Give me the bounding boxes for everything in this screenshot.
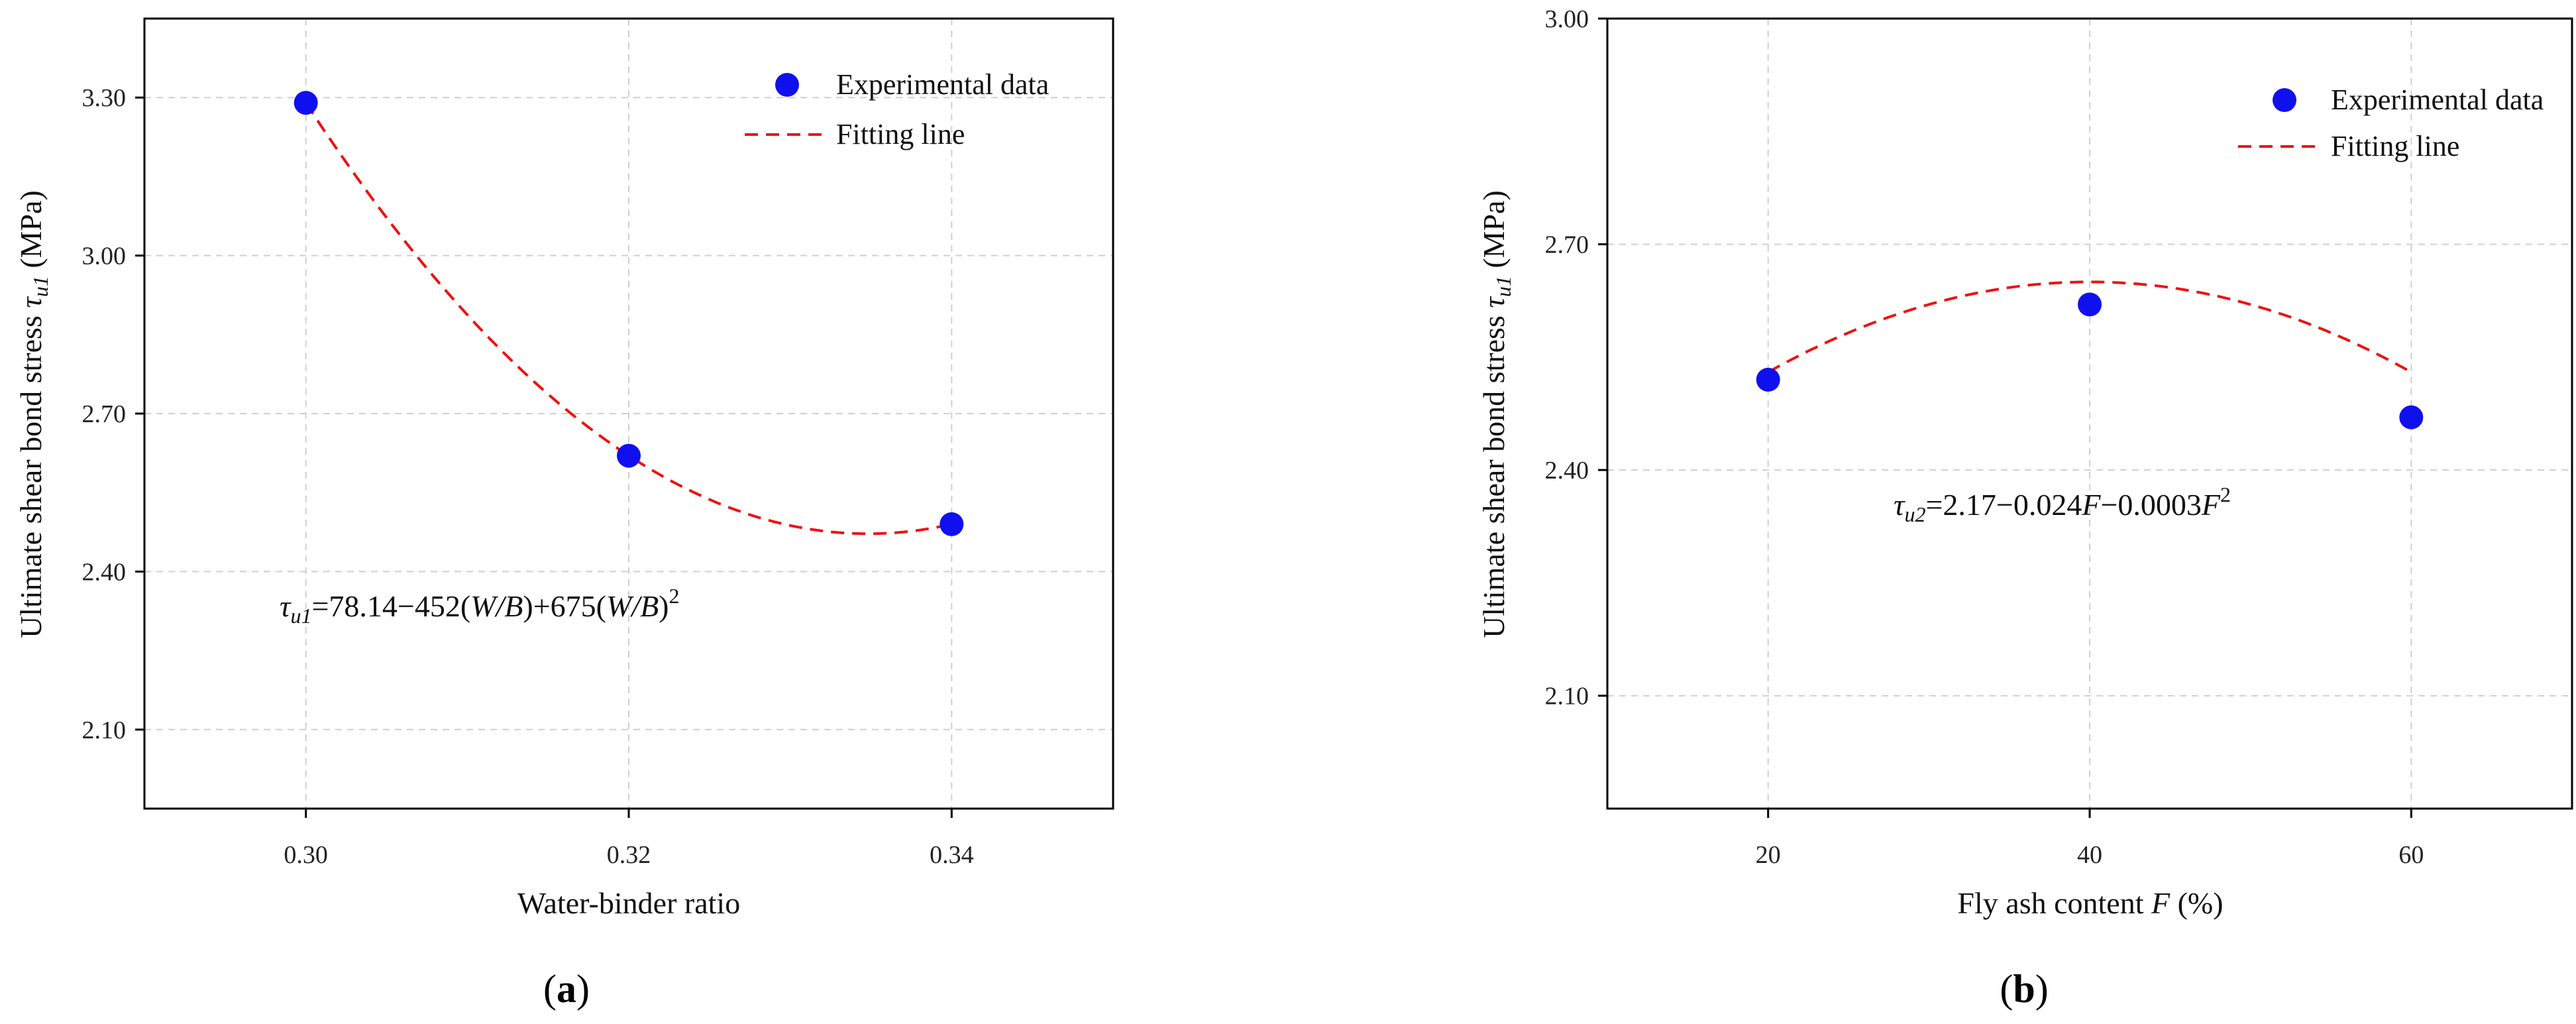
legend-marker-points-b: [2273, 88, 2296, 112]
equation-a: τu1=78.14−452(W/B)+675(W/B)2: [280, 584, 680, 628]
equation-a-symbol: τ: [280, 589, 292, 623]
x-axis-label-b: Fly ash content F (%): [1957, 886, 2223, 920]
panel-label-b-open: (: [2000, 967, 2013, 1011]
x-ticks-a: 0.30 0.32 0.34: [284, 809, 974, 869]
panel-label-b-close: ): [2035, 967, 2049, 1011]
equation-b-var-1: F: [2081, 488, 2101, 522]
y-axis-label-b: Ultimate shear bond stress τu1 (MPa): [1477, 190, 1515, 638]
panel-label-b: (b): [2000, 967, 2048, 1011]
x-tick-label-a-1: 0.30: [284, 841, 328, 869]
data-points-a: [294, 91, 964, 536]
y-tick-label-b-2: 2.40: [1545, 457, 1589, 484]
equation-b-symbol: τ: [1894, 488, 1905, 522]
x-tick-label-b-1: 20: [1756, 841, 1781, 869]
y-axis-label-a-subscript: u1: [28, 276, 52, 297]
data-point-a-3: [939, 512, 964, 536]
equation-a-part-2: )+675(: [523, 589, 606, 623]
y-tick-label-a-3: 2.70: [82, 400, 127, 428]
equation-b-subscript: u2: [1904, 502, 1925, 526]
equation-a-part-1: =78.14−452(: [311, 589, 470, 623]
data-point-b-1: [1756, 367, 1780, 392]
legend-label-fit-b: Fitting line: [2331, 130, 2459, 162]
x-tick-label-a-2: 0.32: [607, 841, 651, 869]
data-point-a-2: [617, 443, 641, 468]
legend-a: Experimental data Fitting line: [745, 68, 1049, 150]
y-axis-label-a-symbol: τ: [14, 296, 48, 308]
x-tick-label-b-3: 60: [2398, 841, 2424, 869]
y-axis-label-b-subscript: u1: [1491, 276, 1515, 297]
legend-label-fit-a: Fitting line: [836, 118, 965, 150]
equation-b-var-2: F: [2201, 488, 2221, 522]
equation-a-part-3: ): [659, 589, 669, 623]
equation-b: τu2=2.17−0.024F−0.0003F2: [1894, 483, 2231, 526]
panel-label-a-letter: a: [557, 967, 576, 1011]
y-axis-label-b-unit: (MPa): [1477, 190, 1511, 276]
y-tick-label-a-2: 2.40: [82, 558, 127, 586]
x-ticks-b: 20 40 60: [1756, 809, 2424, 869]
equation-a-var-2: W/B: [606, 589, 659, 623]
equation-a-exponent: 2: [669, 584, 680, 608]
legend-marker-points-a: [775, 73, 799, 97]
y-tick-label-a-5: 3.30: [82, 84, 127, 112]
y-axis-label-a-text: Ultimate shear bond stress: [14, 308, 48, 638]
equation-b-exponent: 2: [2220, 483, 2231, 506]
legend-label-points-b: Experimental data: [2331, 84, 2544, 116]
x-axis-label-b-text: Fly ash content: [1957, 886, 2151, 920]
data-point-b-2: [2078, 292, 2102, 317]
data-points-b: [1756, 292, 2424, 429]
y-axis-label-a-unit: (MPa): [14, 190, 48, 276]
y-ticks-a: 2.10 2.40 2.70 3.00 3.30: [82, 84, 144, 744]
y-tick-label-a-4: 3.00: [82, 243, 127, 270]
x-axis-label-a: Water-binder ratio: [517, 886, 740, 920]
panel-label-a: (a): [543, 967, 590, 1011]
y-axis-label-b-text: Ultimate shear bond stress: [1477, 308, 1511, 638]
equation-a-var-1: W/B: [470, 589, 523, 623]
legend-label-points-a: Experimental data: [836, 68, 1049, 101]
x-tick-label-b-2: 40: [2077, 841, 2102, 869]
fit-line-b-group: [1767, 280, 2412, 374]
chart-panel-a: 2.10 2.40 2.70 3.00 3.30 0.30 0.32 0.34 …: [14, 17, 1114, 1011]
grid-a: [144, 19, 1113, 809]
y-tick-label-b-1: 2.10: [1545, 683, 1589, 711]
panel-label-a-close: ): [576, 967, 590, 1011]
y-axis-label-a: Ultimate shear bond stress τu1 (MPa): [14, 190, 52, 638]
equation-a-subscript: u1: [290, 604, 311, 628]
equation-b-part-1: =2.17−0.024: [1925, 488, 2082, 522]
fit-line-b: [1767, 280, 2412, 374]
y-axis-label-b-symbol: τ: [1477, 296, 1511, 308]
data-point-b-3: [2399, 405, 2424, 429]
y-tick-label-b-4: 3.00: [1545, 5, 1589, 33]
x-tick-label-a-3: 0.34: [930, 841, 974, 869]
fit-line-a-group: [305, 102, 952, 536]
fit-line-a: [305, 102, 952, 536]
equation-b-part-2: −0.0003: [2100, 488, 2201, 522]
y-tick-label-a-1: 2.10: [82, 716, 127, 744]
x-axis-label-b-var: F: [2151, 886, 2171, 920]
legend-b: Experimental data Fitting line: [2238, 84, 2544, 162]
panel-label-a-open: (: [543, 967, 557, 1011]
data-point-a-1: [294, 91, 318, 115]
y-tick-label-b-3: 2.70: [1545, 231, 1589, 259]
x-axis-label-b-unit: (%): [2170, 886, 2223, 920]
chart-panel-b: 2.10 2.40 2.70 3.00 20 40 60 Fly ash con…: [1477, 5, 2573, 1011]
y-ticks-b: 2.10 2.40 2.70 3.00: [1545, 5, 1607, 711]
panel-label-b-letter: b: [2013, 967, 2035, 1011]
